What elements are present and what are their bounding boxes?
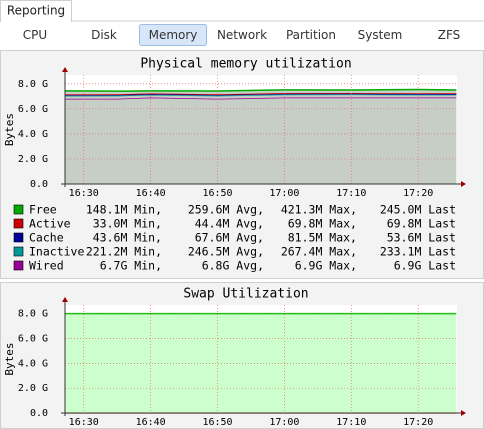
x-tick-label: 17:10 [336,188,366,199]
x-tick-label: 17:20 [403,188,433,199]
charts: Physical memory utilization Bytes 0.0 2.0 G… [0,50,484,429]
nav-item[interactable]: Network [217,28,267,42]
y-tick-label: 2.0 G [18,383,48,394]
legend-stat: 246.5M Avg, [188,245,264,259]
nav-bar: CPU Disk Memory Network Partition System ZFS [23,24,461,46]
legend-swatch [13,260,24,271]
y-tick-label: 6.0 G [18,334,48,345]
tab-gap [1,20,71,22]
legend-label: Wired [29,259,64,273]
legend-stat: 69.8M Last [387,217,456,231]
legend-stat: 259.6M Avg, [188,203,264,217]
y-axis-label: Bytes [3,342,16,375]
legend-swatch [13,246,24,257]
series-line [64,88,457,92]
legend-stat: 6.7G Min, [100,259,162,273]
x-tick-label: 17:10 [336,417,366,428]
nav-item[interactable]: ZFS [438,28,461,42]
legend-stat: 81.5M Max, [288,231,357,245]
x-tick-label: 16:30 [69,417,99,428]
legend-label: Free [29,203,57,217]
legend-stat: 33.0M Min, [93,217,162,231]
nav-item[interactable]: Partition [286,28,336,42]
x-tick-label: 16:50 [202,417,232,428]
y-tick-label: 0.0 [30,408,48,419]
nav-selected [139,24,207,46]
y-tick-label: 4.0 G [18,358,48,369]
area-fill [65,97,457,184]
series-line [64,92,457,96]
legend-stat: 245.0M Last [380,203,456,217]
area-fill [65,89,457,95]
legend-stat: 6.9G Last [394,259,456,273]
legend-stat: 44.4M Avg, [195,217,264,231]
x-tick-label: 17:20 [403,417,433,428]
x-tick-label: 17:00 [269,417,299,428]
nav-item[interactable]: Disk [91,28,117,42]
nav-item[interactable]: CPU [23,28,47,42]
y-tick-label: 6.0 G [18,104,48,115]
chart-title: Swap Utilization [183,287,308,302]
y-tick-label: 8.0 G [18,309,48,320]
legend-swatch [13,204,24,215]
x-tick-label: 16:40 [136,417,166,428]
legend-stat: 421.3M Max, [281,203,357,217]
x-tick-label: 17:00 [269,188,299,199]
axis-arrow [62,297,68,302]
legend-stat: 6.9G Max, [295,259,357,273]
legend-label: Cache [29,231,64,245]
y-tick-label: 0.0 [30,179,48,190]
y-axis-label: Bytes [3,113,16,146]
legend-stat: 221.2M Min, [86,245,162,259]
legend-label: Active [29,217,71,231]
y-tick-label: 4.0 G [18,129,48,140]
legend-stat: 6.8G Avg, [202,259,264,273]
legend-label: Inactive [29,245,84,259]
legend-stat: 148.1M Min, [86,203,162,217]
axis-arrow [461,181,466,187]
nav-item[interactable]: Memory [149,28,198,42]
x-tick-label: 16:40 [136,188,166,199]
legend-stat: 43.6M Min, [93,231,162,245]
legend-swatch [13,232,24,243]
y-tick-label: 8.0 G [18,79,48,90]
chart-title: Physical memory utilization [140,57,351,72]
legend-stat: 233.1M Last [380,245,456,259]
x-tick-label: 16:50 [202,188,232,199]
nav-item[interactable]: System [358,28,403,42]
legend-stat: 53.6M Last [387,231,456,245]
legend-stat: 69.8M Max, [288,217,357,231]
axis-arrow [62,67,68,72]
legend-stat: 67.6M Avg, [195,231,264,245]
y-tick-label: 2.0 G [18,154,48,165]
x-tick-label: 16:30 [69,188,99,199]
axis-arrow [461,410,466,416]
tab-label[interactable]: Reporting [7,4,65,18]
legend-stat: 267.4M Max, [281,245,357,259]
legend-swatch [13,218,24,229]
